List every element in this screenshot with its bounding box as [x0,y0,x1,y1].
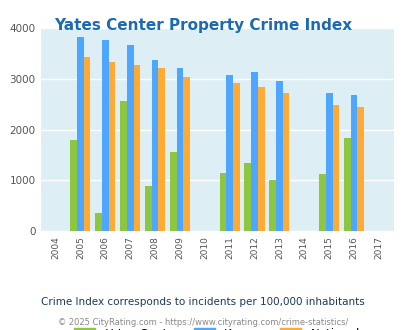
Bar [126,45,133,231]
Text: Yates Center Property Crime Index: Yates Center Property Crime Index [54,18,351,33]
Bar [275,81,282,231]
Legend: Yates Center, Kansas, National: Yates Center, Kansas, National [68,322,365,330]
Bar [219,173,226,231]
Bar [232,83,239,231]
Bar [70,140,77,231]
Bar [325,93,332,231]
Bar [95,213,102,231]
Bar [145,186,151,231]
Bar [133,65,140,231]
Text: © 2025 CityRating.com - https://www.cityrating.com/crime-statistics/: © 2025 CityRating.com - https://www.city… [58,318,347,327]
Bar [102,40,109,231]
Bar [343,138,350,231]
Bar [257,87,264,231]
Bar [356,107,363,231]
Bar [77,37,83,231]
Bar [158,68,165,231]
Bar [332,105,339,231]
Text: Crime Index corresponds to incidents per 100,000 inhabitants: Crime Index corresponds to incidents per… [41,297,364,307]
Bar [282,93,289,231]
Bar [318,174,325,231]
Bar [109,61,115,231]
Bar [226,75,232,231]
Bar [151,59,158,231]
Bar [183,77,190,231]
Bar [120,101,126,231]
Bar [169,152,176,231]
Bar [269,180,275,231]
Bar [251,72,257,231]
Bar [176,68,183,231]
Bar [244,162,251,231]
Bar [83,57,90,231]
Bar [350,94,356,231]
